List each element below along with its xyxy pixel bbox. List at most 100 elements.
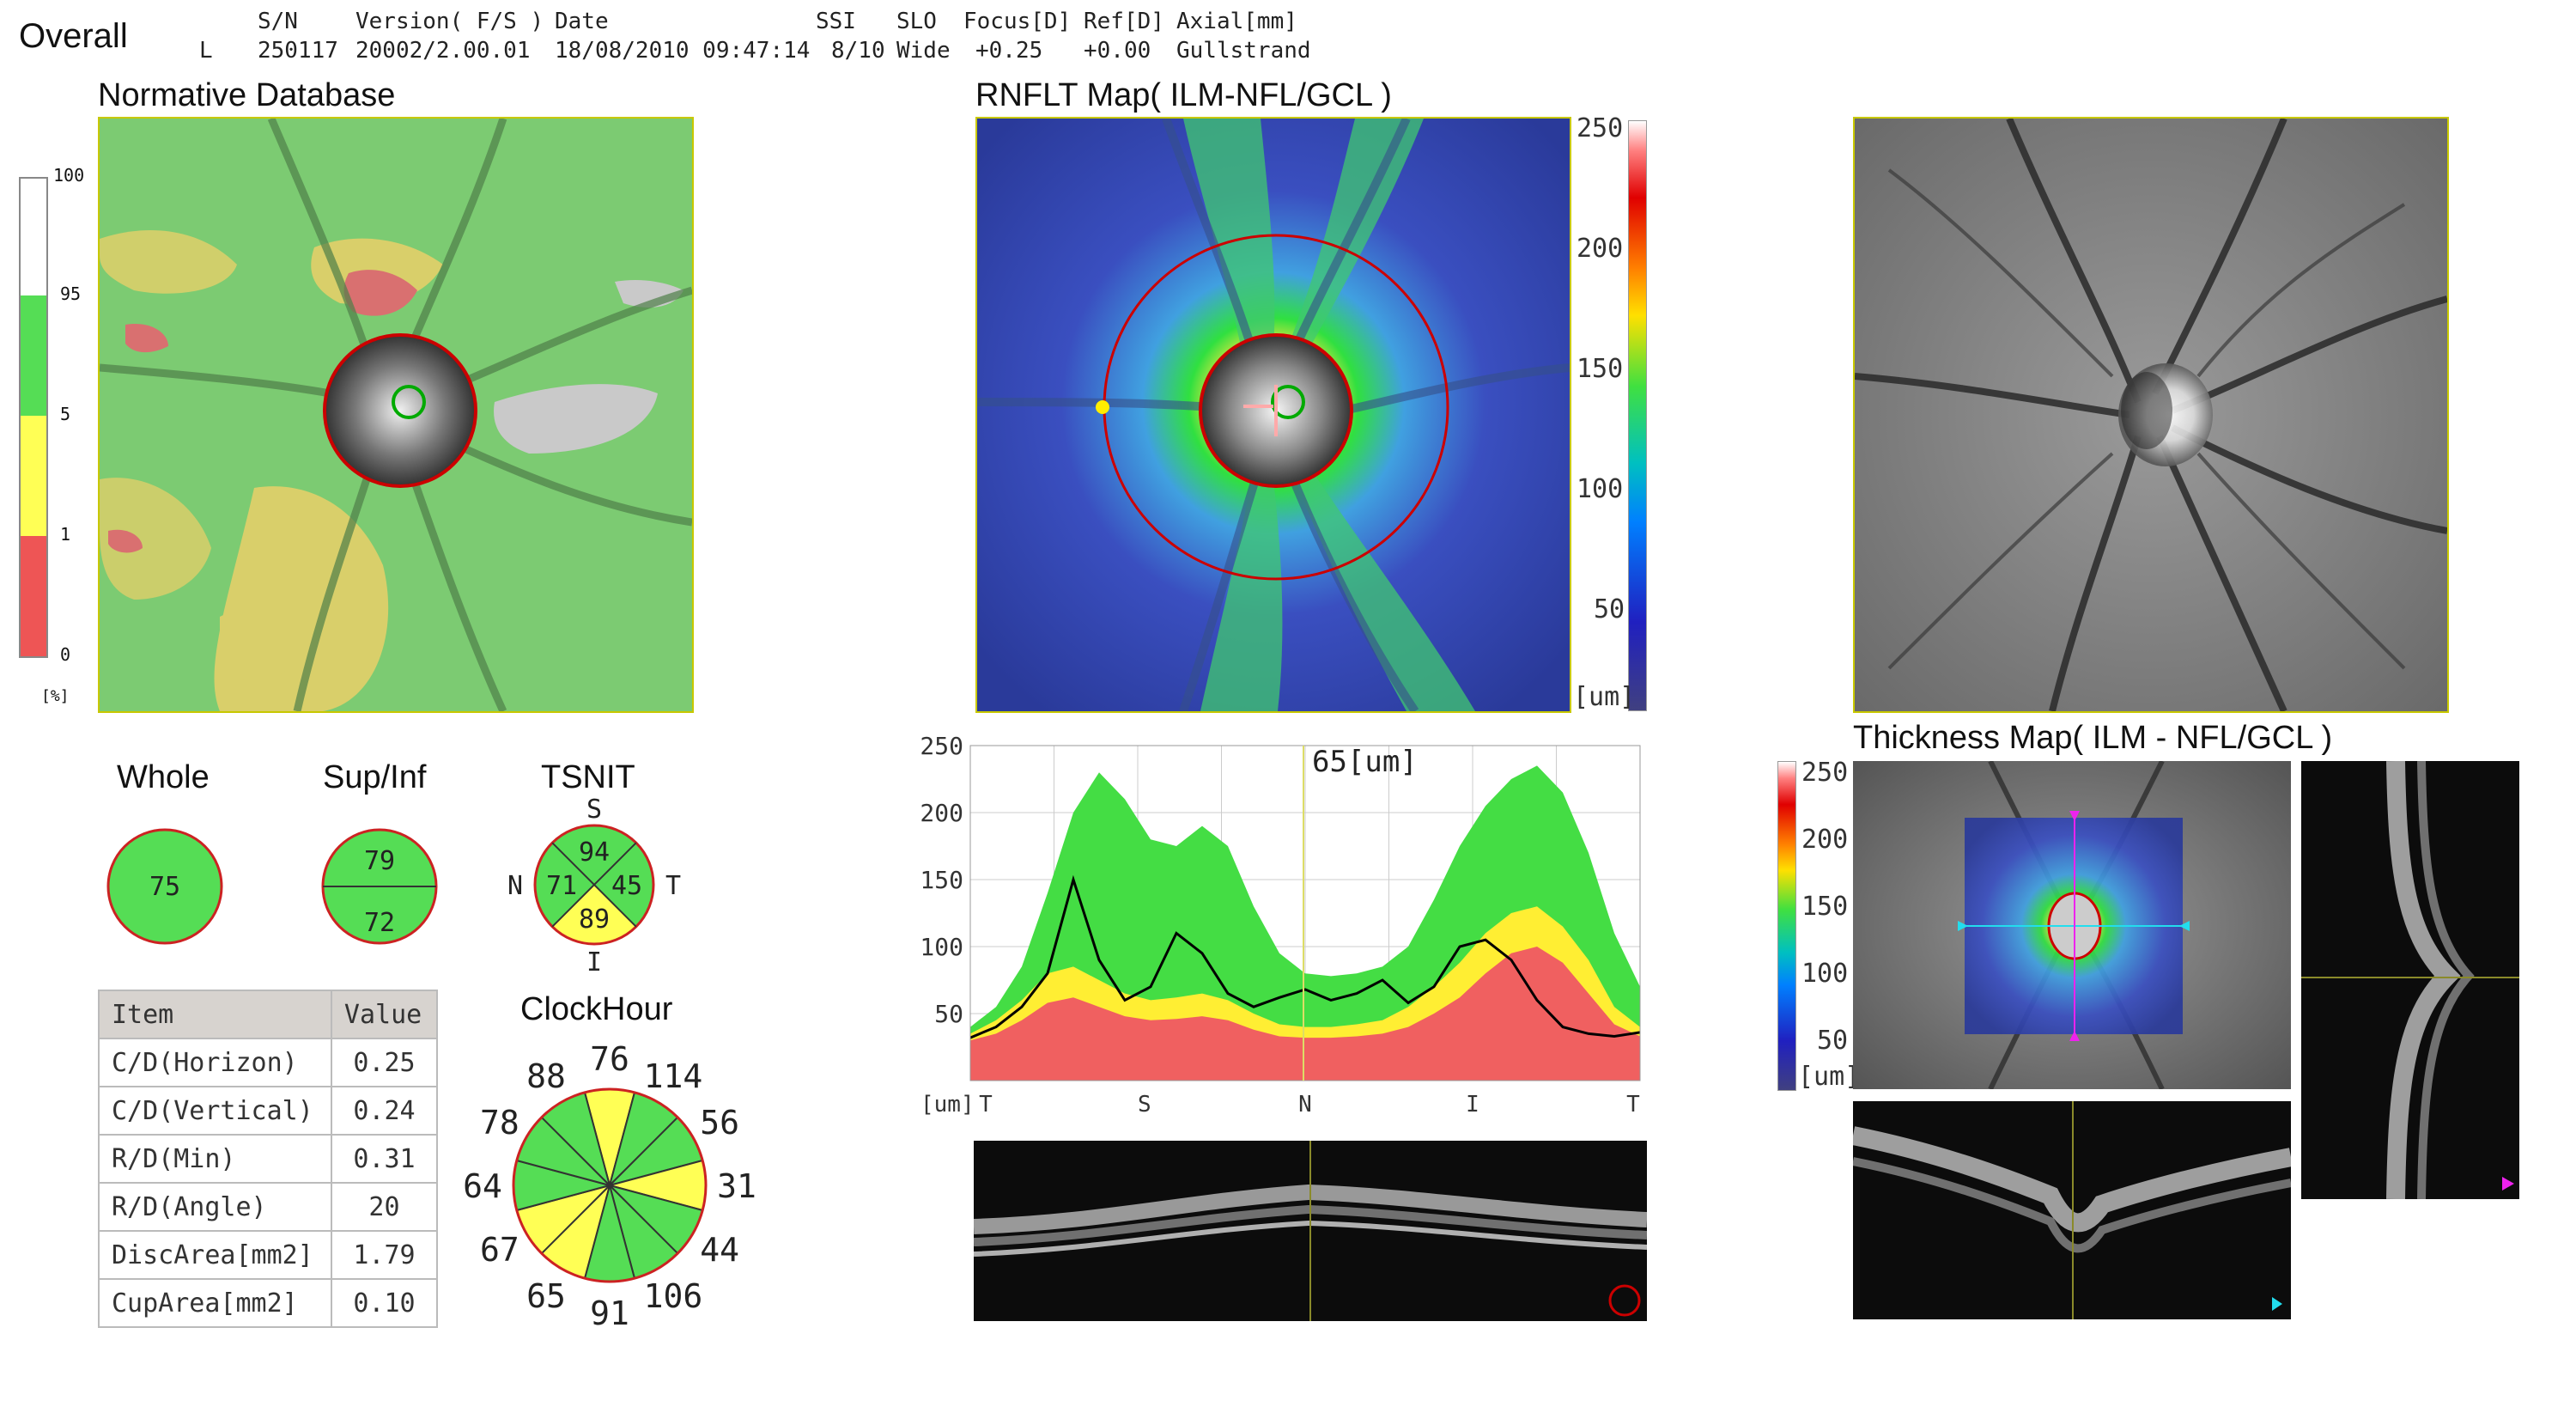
normative-tick-100: 100 [53,165,85,186]
rnflt-tick-100: 100 [1577,474,1624,504]
rnflt-tick-250: 250 [1577,113,1624,143]
params-header-value: Value [330,990,439,1039]
profile-x-tick: S [1138,1092,1151,1118]
rnflt-map [975,117,1571,713]
table-row: DiscArea[mm2] 1.79 [98,1230,439,1280]
normative-scale-bar [19,177,48,658]
tsnit-circle: 94 71 45 89 S N T I [507,795,681,978]
normative-title: Normative Database [98,77,396,113]
params-header-item: Item [98,990,332,1039]
thickness-tick-50: 50 [1817,1026,1849,1056]
whole-title: Whole [117,759,210,795]
params-header-row: Item Value [98,990,439,1039]
fundus-image [1853,117,2449,713]
clock-value: 64 [463,1167,502,1205]
header-date-label: Date [555,9,609,34]
horizontal-bscan [1850,1101,2293,1319]
clock-outline [512,1087,708,1283]
profile-line [969,874,1641,1039]
param-value: 0.25 [330,1038,439,1087]
normative-tick-95: 95 [60,283,82,304]
header-sn-value: 250117 [258,38,338,64]
clock-value: 67 [480,1231,519,1269]
profile-y-tick: 100 [920,933,963,961]
header-eye: L [199,38,213,64]
profile-y-tick: 50 [934,1000,963,1028]
param-item: R/D(Angle) [98,1182,332,1232]
header-sn-label: S/N [258,9,298,34]
header-focus-label: Focus[D] [963,9,1072,34]
param-item: R/D(Min) [98,1134,332,1184]
tsnit-n-label: N [507,871,523,901]
fundus-image-graphic [1855,119,2447,711]
supinf-circle: 79 72 [321,828,438,945]
clockhour-title: ClockHour [520,991,673,1027]
horizontal-bscan-image [1850,1101,2293,1319]
profile-x-tick: T [1626,1092,1640,1118]
record-icon [1608,1284,1641,1317]
clock-value: 76 [590,1040,629,1078]
thickness-colorbar [1777,761,1796,1091]
profile-x-tick: T [979,1092,993,1118]
thickness-tick-250: 250 [1801,758,1849,788]
param-value: 20 [330,1182,439,1232]
clock-value: 88 [526,1057,566,1095]
circle-bscan [973,1141,1648,1321]
rnflt-tick-50: 50 [1594,594,1625,624]
tsnit-i-value: 89 [579,904,610,935]
header-axial-value: Gullstrand [1176,38,1311,64]
clock-value: 91 [590,1294,629,1332]
param-value: 0.24 [330,1086,439,1136]
param-item: C/D(Horizon) [98,1038,332,1087]
normative-map-image [100,119,692,711]
profile-x-tick: N [1298,1092,1312,1118]
profile-x-tick: I [1466,1092,1479,1118]
header-ref-value: +0.00 [1084,38,1151,64]
thickness-tick-150: 150 [1801,892,1849,922]
header-slo-value: Wide [896,38,951,64]
rnflt-title: RNFLT Map( ILM-NFL/GCL ) [975,77,1392,113]
normative-unit: [%] [41,687,70,705]
header-ref-label: Ref[D] [1084,9,1164,34]
header-slo-label: SLO [896,9,937,34]
whole-value: 75 [149,872,180,902]
profile-cursor-value: 65[um] [1312,745,1418,779]
inf-value: 72 [364,908,395,938]
tsnit-s-label: S [586,795,602,825]
normative-tick-0: 0 [60,644,71,665]
thickness-title: Thickness Map( ILM - NFL/GCL ) [1853,720,2333,756]
table-row: R/D(Angle) 20 [98,1182,439,1232]
clock-value: 56 [700,1104,739,1142]
params-table: Item Value C/D(Horizon) 0.25 C/D(Vertical… [98,990,439,1328]
rnflt-map-image [977,119,1570,711]
header-version-value: 20002/2.00.01 [355,38,531,64]
tsnit-s-value: 94 [579,837,610,868]
param-item: C/D(Vertical) [98,1086,332,1136]
cyan-marker-icon [2272,1297,2282,1311]
tsnit-t-label: T [665,871,681,901]
profile-y-tick: 150 [920,866,963,894]
vertical-bscan-image [2301,760,2519,1200]
header-date-value: 18/08/2010 09:47:14 [555,38,811,64]
table-row: R/D(Min) 0.31 [98,1134,439,1184]
param-value: 0.10 [330,1278,439,1328]
clock-value: 44 [700,1231,739,1269]
header-version-label: Version( F/S ) [355,9,544,34]
profile-y-tick: 200 [920,799,963,827]
thickness-map [1853,759,2291,1091]
header-focus-value: +0.25 [975,38,1043,64]
vertical-bscan [2301,760,2519,1200]
rnflt-tick-200: 200 [1577,234,1624,264]
thickness-unit: [um] [1798,1062,1861,1092]
clock-value: 31 [717,1167,756,1205]
table-row: CupArea[mm2] 0.10 [98,1278,439,1328]
table-row: C/D(Horizon) 0.25 [98,1038,439,1087]
table-row: C/D(Vertical) 0.24 [98,1086,439,1136]
circle-bscan-image [973,1141,1648,1321]
clock-value: 106 [644,1277,703,1315]
param-value: 0.31 [330,1134,439,1184]
tsnit-t-value: 45 [611,871,642,901]
normative-tick-5: 5 [60,404,71,424]
